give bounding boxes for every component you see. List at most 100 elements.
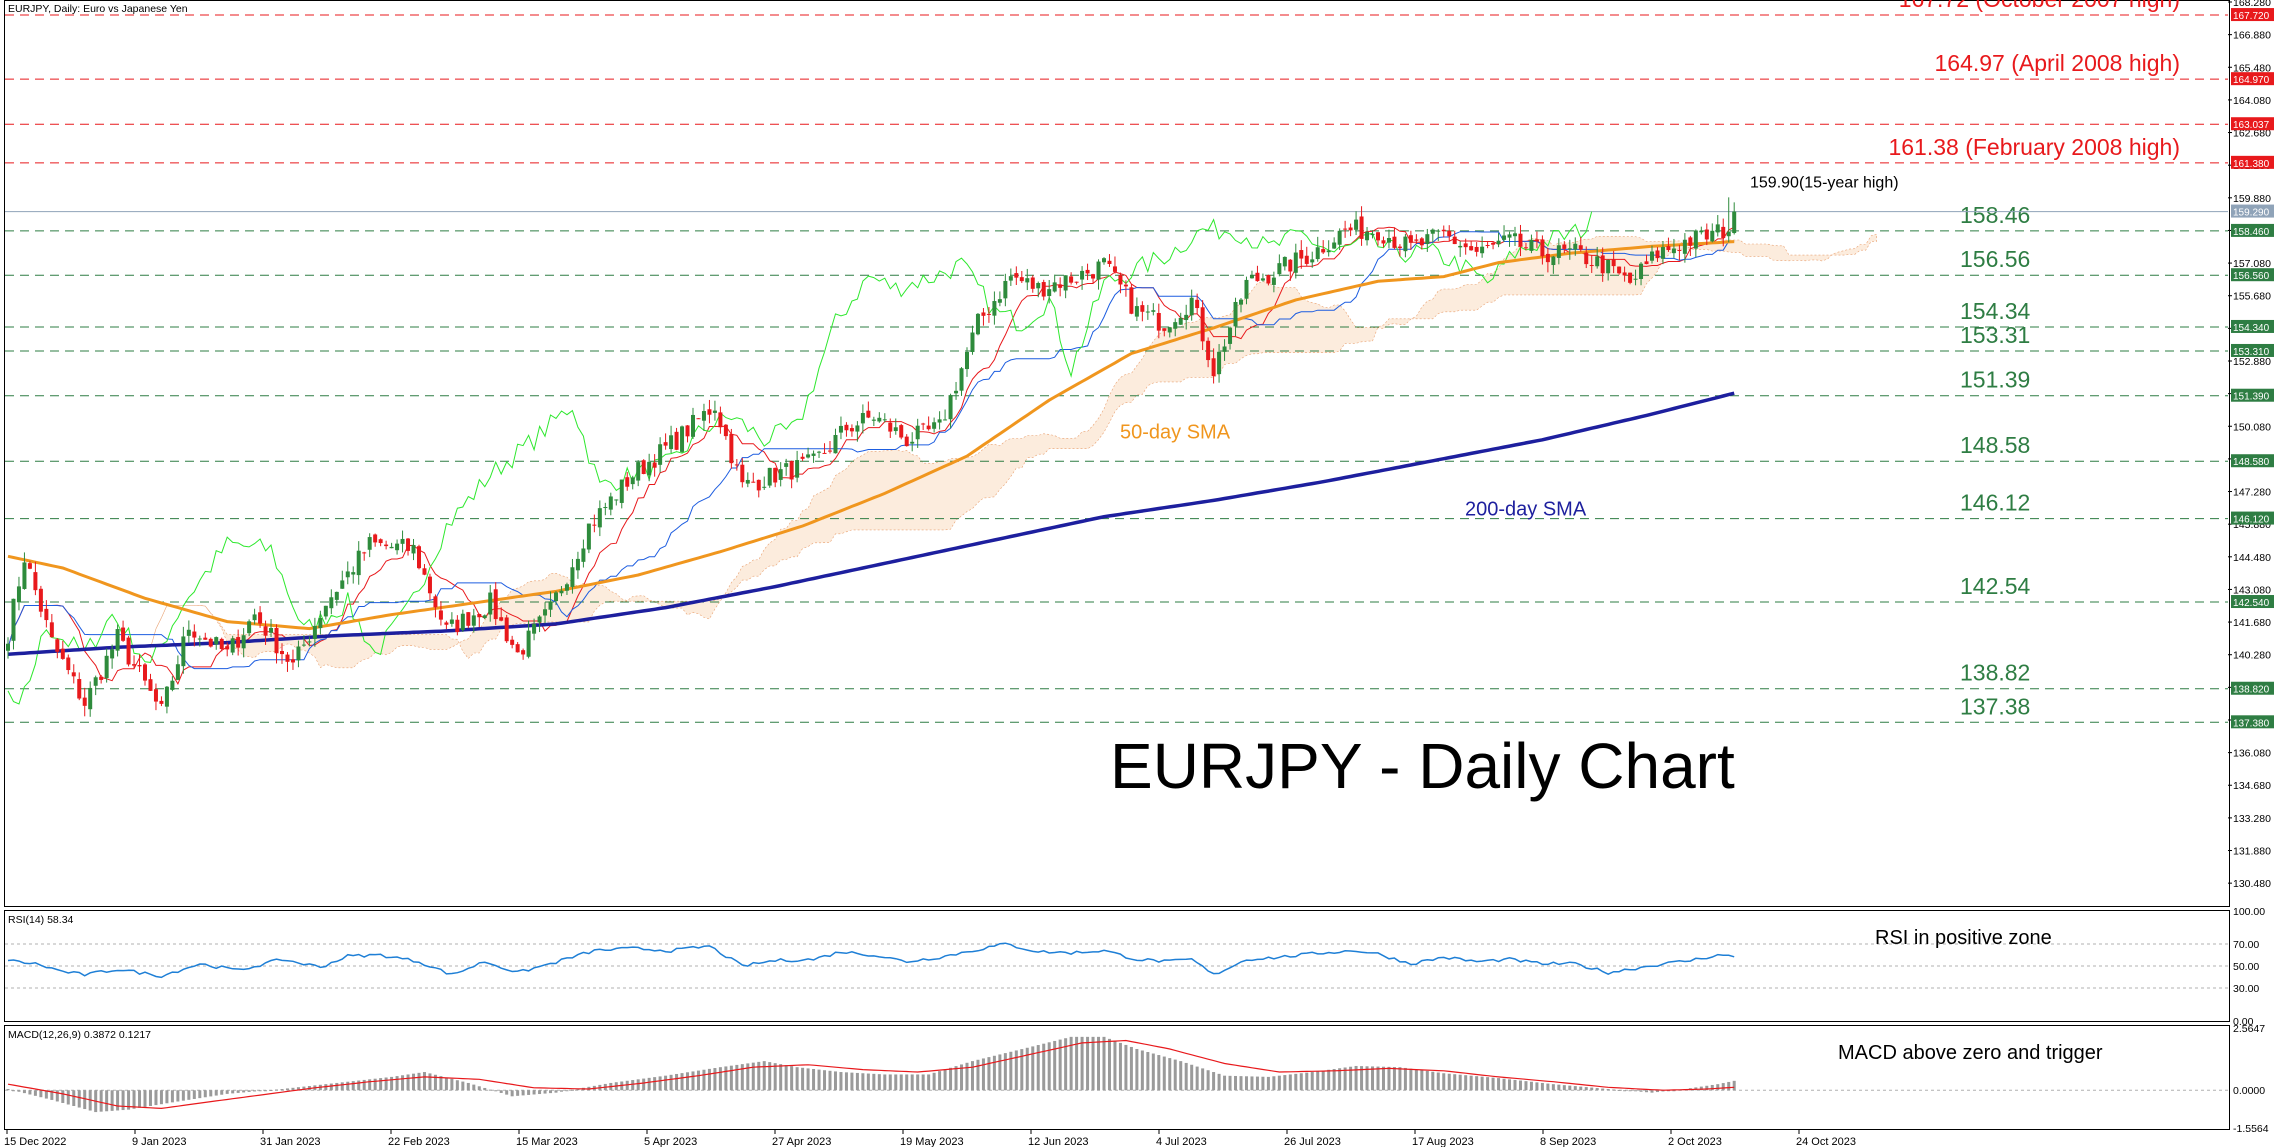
macd-signal-line [7, 1039, 1735, 1110]
macd-histogram-bar [324, 1084, 328, 1091]
macd-histogram-bar [264, 1090, 268, 1092]
macd-histogram-bar [477, 1086, 481, 1091]
macd-histogram-bar [1617, 1089, 1621, 1091]
macd-histogram-bar [17, 1090, 21, 1092]
macd-histogram-bar [6, 1089, 10, 1091]
macd-histogram-bar [340, 1082, 344, 1091]
macd-histogram-bar [1535, 1082, 1539, 1091]
date-tick-label: 26 Jul 2023 [1284, 1136, 1341, 1147]
candle-body [1107, 260, 1112, 265]
macd-histogram-bar [143, 1090, 147, 1107]
chart-title: EURJPY - Daily Chart [1110, 730, 1735, 802]
candle-body [1359, 216, 1364, 239]
macd-histogram-bar [379, 1078, 383, 1091]
candle-body [597, 508, 602, 528]
candle-body [1551, 256, 1556, 266]
macd-histogram-bar [746, 1063, 750, 1091]
candle-body [71, 672, 76, 677]
date-tick-label: 5 Apr 2023 [644, 1136, 697, 1147]
candle-body [625, 477, 630, 487]
macd-histogram-bar [631, 1080, 635, 1091]
candle-body [1074, 281, 1079, 283]
macd-histogram-bar [1491, 1077, 1495, 1091]
macd-histogram-bar [1075, 1036, 1079, 1091]
macd-histogram-bar [855, 1072, 859, 1091]
candle-body [1255, 272, 1260, 282]
macd-histogram-bar [532, 1090, 536, 1095]
candle-body [110, 649, 115, 659]
candle-body [729, 433, 734, 464]
candle-body [1595, 256, 1600, 267]
candle-body [1414, 239, 1419, 241]
level-axis-tag-label: 151.390 [2233, 392, 2270, 403]
candle-body [1622, 272, 1627, 276]
price-tick-label: 136.080 [2233, 748, 2271, 760]
macd-histogram-bar [357, 1080, 361, 1091]
candle-body [214, 637, 219, 645]
macd-histogram-bar [1371, 1066, 1375, 1091]
macd-histogram-bar [1584, 1087, 1588, 1091]
macd-histogram-bar [1601, 1088, 1605, 1091]
candle-body [296, 646, 301, 661]
candle-body [1162, 328, 1167, 331]
date-tick-label: 17 Aug 2023 [1412, 1136, 1474, 1147]
candle-body [1091, 274, 1096, 279]
candle-body [921, 423, 926, 425]
macd-histogram-bar [1102, 1036, 1106, 1091]
candle-body [241, 635, 246, 649]
macd-histogram-bar [1458, 1074, 1462, 1091]
macd-histogram-bar [801, 1067, 805, 1091]
candle-body [926, 425, 931, 430]
macd-histogram-bar [296, 1087, 300, 1091]
macd-histogram-bar [1140, 1050, 1144, 1091]
macd-histogram-bar [1020, 1049, 1024, 1091]
candle-body [82, 697, 87, 706]
candle-body [712, 410, 717, 413]
macd-histogram-bar [176, 1090, 180, 1102]
candle-body [1726, 231, 1731, 237]
macd-histogram-bar [351, 1081, 355, 1091]
macd-tick-label: 2.5647 [2233, 1023, 2265, 1035]
macd-histogram-bar [543, 1090, 547, 1094]
candle-body [893, 427, 898, 432]
macd-histogram-bar [1080, 1036, 1084, 1091]
candle-body [471, 615, 476, 626]
candle-body [543, 609, 548, 616]
candle-body [581, 548, 586, 562]
candle-body [1463, 243, 1468, 248]
candle-body [1019, 277, 1024, 282]
macd-histogram-bar [1179, 1061, 1183, 1091]
candle-body [504, 617, 509, 642]
macd-histogram-bar [1338, 1068, 1342, 1091]
candle-body [477, 614, 482, 618]
candle-body [1644, 261, 1649, 265]
level-axis-tag-label: 146.120 [2233, 515, 2270, 526]
macd-histogram-bar [1398, 1067, 1402, 1091]
macd-histogram-bar [61, 1090, 65, 1103]
macd-histogram-bar [11, 1090, 15, 1092]
macd-histogram-bar [1628, 1090, 1632, 1092]
candle-body [1562, 244, 1567, 249]
candle-body [1129, 287, 1134, 314]
candle-body [460, 613, 465, 630]
candle-body [1008, 276, 1013, 281]
macd-histogram-bar [181, 1090, 185, 1101]
candle-body [1688, 237, 1693, 246]
macd-histogram-bar [696, 1070, 700, 1091]
macd-histogram-bar [833, 1071, 837, 1091]
candle-body [1589, 265, 1594, 267]
candle-body [1628, 272, 1633, 283]
macd-histogram-bar [642, 1078, 646, 1091]
macd-histogram-bar [269, 1089, 273, 1091]
candle-body [1660, 247, 1665, 259]
candle-body [164, 686, 169, 707]
level-label: 154.34 [1960, 298, 2031, 324]
level-label: 151.39 [1960, 367, 2030, 393]
date-axis: 15 Dec 2022 9 Jan 2023 31 Jan 2023 22 Feb 2… [4, 1129, 1856, 1147]
level-axis-tag-label: 138.820 [2233, 685, 2270, 696]
candle-body [93, 677, 98, 686]
candle-body [49, 622, 54, 638]
candle-body [1611, 259, 1616, 267]
macd-histogram-bar [1195, 1066, 1199, 1091]
macd-histogram-bar [302, 1086, 306, 1091]
